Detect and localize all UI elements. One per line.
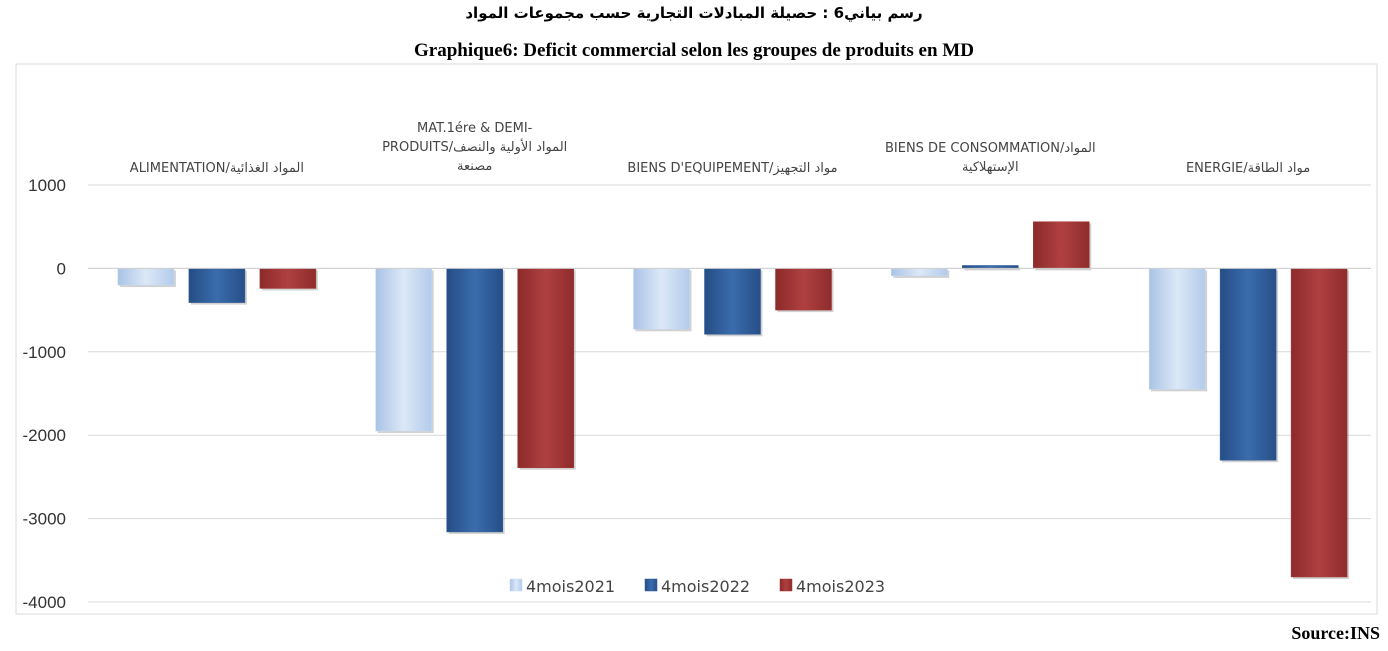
category-labels: ALIMENTATION/المواد الغذائية MAT.1ére & D… [130,121,1310,176]
bar-4mois2021 [1148,268,1206,390]
y-axis: 1000 0 -1000 -2000 -3000 -4000 [23,176,66,612]
bar-4mois2021 [891,268,948,277]
bar-4mois2021 [375,268,432,432]
bar-4mois2022 [188,268,246,303]
bar-4mois2022 [1219,268,1277,461]
bar-4mois2022 [446,268,503,533]
legend-swatch [779,578,793,592]
source-note: Source:INS [1291,623,1380,643]
category-label: PRODUITS/المواد الأولية والنصف [382,138,567,155]
y-tick-label: 0 [57,259,66,278]
category-label: مصنعة [457,159,492,174]
category-label: BIENS DE CONSOMMATION/المواد [885,141,1096,156]
legend-label: 4mois2022 [661,577,750,596]
bar-4mois2021 [117,268,175,286]
bar-4mois2022 [704,268,761,335]
legend-label: 4mois2021 [526,577,615,596]
y-tick-label: -4000 [23,593,66,612]
y-tick-label: -3000 [23,510,66,529]
bar-shadow [964,267,1021,271]
legend: 4mois2021 4mois2022 4mois2023 [509,577,885,596]
category-label: ENERGIE/مواد الطاقة [1186,161,1310,176]
legend-swatch [644,578,658,592]
bar-4mois2023 [1290,268,1348,578]
bar-4mois2023 [259,268,317,289]
legend-swatch [509,578,523,592]
bar-4mois2023 [775,268,832,311]
bar-4mois2023 [1033,221,1090,269]
bars-group [88,221,1371,579]
category-label: ALIMENTATION/المواد الغذائية [130,161,304,176]
bar-4mois2021 [633,268,690,330]
chart-title-arabic: رسم بياني6 : حصيلة المبادلات التجارية حس… [465,4,923,22]
y-tick-label: -2000 [23,426,66,445]
category-label: الإستهلاكية [962,160,1019,175]
y-tick-label: -1000 [23,343,66,362]
category-label: BIENS D'EQUIPEMENT/مواد التجهيز [627,161,837,176]
y-tick-label: 1000 [28,176,66,195]
category-label: MAT.1ére & DEMI- [417,121,533,136]
legend-label: 4mois2023 [796,577,885,596]
chart-title-french: Graphique6: Deficit commercial selon les… [414,40,974,61]
bar-4mois2023 [517,268,574,468]
